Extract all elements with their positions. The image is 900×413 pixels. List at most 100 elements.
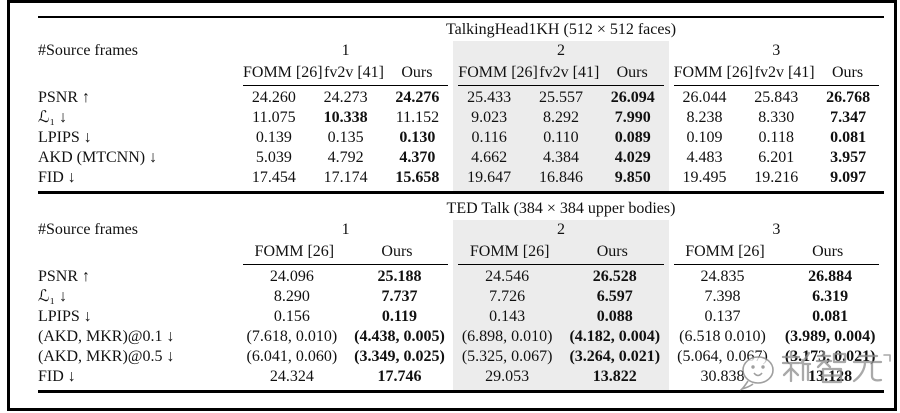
method-header-group-2: FOMM [26] Ours [453,240,669,267]
method-group-rule: FOMM [26] Ours [243,240,449,265]
source-frames-label: #Source frames [38,42,138,59]
method-name: Ours [812,243,844,260]
method-name: fv2v [41] [539,64,600,81]
value-cell: 9.097 [830,169,867,186]
method-name: FOMM [26] [673,64,754,81]
value-cell: 8.238 [686,109,723,126]
method-name: FOMM [26] [469,243,550,260]
method-name: FOMM [26] [243,64,323,81]
metric-label: FID ↓ [38,169,76,186]
value-cell: 8.330 [758,109,795,126]
value-cell: 0.139 [255,129,292,146]
value-cell: 7.398 [704,288,741,305]
method-header-group-2: FOMM [26] fv2v [41] Ours [453,61,669,88]
value-cell: 24.273 [323,89,368,106]
method-group-rule: FOMM [26] Ours [458,240,664,265]
value-cell: (6.041, 0.060) [246,348,338,365]
value-cell: 19.647 [453,168,526,193]
value-cell: 5.039 [255,149,292,166]
tedtalk-results-table: TED Talk (384 × 384 upper bodies) #Source… [38,197,884,393]
table-title-row: TalkingHead1KH (512 × 512 faces) [38,17,884,41]
value-cell: 9.850 [596,168,669,193]
value-cell: 15.658 [395,169,440,186]
method-header-group-1: FOMM [26] fv2v [41] Ours [238,61,453,88]
method-name: fv2v [41] [324,64,384,81]
source-frames-row: #Source frames 1 2 3 [38,220,884,240]
value-cell: 26.094 [596,88,669,108]
value-cell: 26.044 [682,89,727,106]
paper-tables-area: TalkingHead1KH (512 × 512 faces) #Source … [38,16,884,393]
value-cell: 6.597 [560,287,669,307]
value-cell: 24.260 [251,89,296,106]
value-cell: (3.173, 0.021) [784,348,876,365]
value-cell: 4.792 [327,149,364,166]
value-cell: (3.349, 0.025) [354,348,445,365]
value-cell: 26.768 [826,89,871,106]
value-cell: (6.518 0.010) [679,328,766,345]
value-cell: 0.156 [273,308,310,325]
method-name: FOMM [26] [458,64,538,81]
value-cell: 0.143 [453,307,561,327]
value-cell: 6.319 [812,288,849,305]
method-header-group-3: FOMM [26] fv2v [41] Ours [669,61,884,88]
value-cell: 0.135 [327,129,364,146]
value-cell: 0.110 [525,128,597,148]
value-cell: 0.081 [812,308,849,325]
value-cell: 0.081 [830,129,867,146]
method-name: FOMM [26] [254,243,335,260]
value-cell: (4.438, 0.005) [354,328,445,345]
metric-row: PSNR ↑ 24.096 25.188 24.546 26.528 24.835 26.8… [38,267,884,287]
talkinghead1kh-results-table: TalkingHead1KH (512 × 512 faces) #Source … [38,16,884,194]
value-cell: 11.075 [252,109,296,126]
value-cell: (3.264, 0.021) [560,347,669,367]
value-cell: (6.898, 0.010) [453,327,561,347]
metric-label: (AKD, MKR)@0.1 ↓ [38,328,175,345]
value-cell: 7.347 [830,109,867,126]
value-cell: 25.188 [377,268,422,285]
metric-row: LPIPS ↓ 0.139 0.135 0.130 0.116 0.110 0.089 0.1… [38,128,884,148]
value-cell: 9.023 [453,108,526,128]
value-cell: 0.137 [704,308,741,325]
metric-label: LPIPS ↓ [38,308,92,325]
method-name: Ours [831,64,864,81]
metric-label: PSNR ↑ [38,89,91,106]
value-cell: 0.116 [453,128,526,148]
value-cell: (3.989, 0.004) [784,328,876,345]
metric-label: FID ↓ [38,368,76,385]
value-cell: 26.884 [808,268,853,285]
method-group-rule: FOMM [26] fv2v [41] Ours [243,61,449,86]
method-name: fv2v [41] [754,64,815,81]
metric-row: (AKD, MKR)@0.5 ↓ (6.041, 0.060) (3.349, 0.… [38,347,884,367]
value-cell: 7.737 [381,288,418,305]
metric-label: LPIPS ↓ [38,129,92,146]
method-header-row: FOMM [26] fv2v [41] Ours FOMM [26] fv2v [41]… [38,61,884,88]
table-title: TalkingHead1KH (512 × 512 faces) [445,21,677,38]
metric-label: (AKD, MKR)@0.5 ↓ [38,348,175,365]
table-title-row: TED Talk (384 × 384 upper bodies) [38,197,884,220]
value-cell: 7.990 [596,108,669,128]
group-header-2: 2 [453,41,669,61]
value-cell: 10.338 [323,109,368,126]
value-cell: (5.325, 0.067) [453,347,561,367]
source-frames-row: #Source frames 1 2 3 [38,41,884,61]
value-cell: 0.130 [399,129,436,146]
metric-label: ℒ₁ ↓ [38,288,68,305]
value-cell: 24.096 [269,268,314,285]
metric-row: FID ↓ 24.324 17.746 29.053 13.822 30.838 13.12… [38,367,884,392]
value-cell: 11.152 [395,109,440,126]
value-cell: 30.838 [700,368,745,385]
metric-label: ℒ₁ ↓ [38,109,68,126]
value-cell: 0.089 [596,128,669,148]
value-cell: 13.822 [560,367,669,392]
value-cell: 4.029 [596,148,669,168]
value-cell: 4.662 [453,148,526,168]
method-name: Ours [401,64,433,81]
title-row-blank [38,197,238,220]
metric-row: FID ↓ 17.454 17.174 15.658 19.647 16.846 9.850… [38,168,884,193]
metric-row: ℒ₁ ↓ 11.075 10.338 11.152 9.023 8.292 7.990 8.2… [38,108,884,128]
value-cell: 19.495 [682,169,727,186]
group-header-3: 3 [772,221,781,238]
value-cell: 0.118 [758,129,794,146]
value-cell: 6.201 [758,149,795,166]
value-cell: 4.384 [525,148,597,168]
